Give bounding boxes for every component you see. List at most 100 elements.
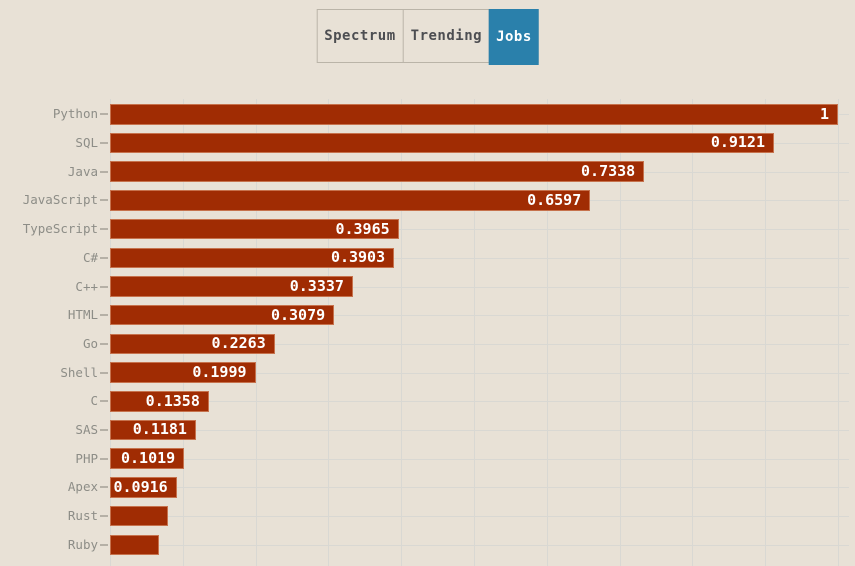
bar-sql[interactable]: 0.9121 [110,132,774,154]
bar-row-apex: Apex 0.0916 [68,473,849,502]
category-tick [100,314,108,317]
bar-ruby[interactable] [110,534,159,555]
x-gridline [328,99,330,566]
tab-spectrum[interactable]: Spectrum [317,10,404,62]
bar-value-html: 0.3079 [270,305,326,324]
category-label-javascript: JavaScript [22,192,98,208]
category-label-html: HTML [67,306,98,322]
y-gridline [110,229,849,231]
y-gridline [110,430,849,432]
y-gridline [110,257,849,259]
x-gridline [692,99,694,566]
bar-apex[interactable]: 0.0916 [110,477,177,498]
category-label-shell: Shell [60,364,98,380]
x-gridline [110,99,111,566]
category-tick [100,285,108,288]
y-gridline [110,487,849,489]
bar-row-c: C 0.1358 [90,387,849,416]
category-tick [100,199,108,202]
category-label-sas: SAS [75,421,98,437]
y-gridline [110,516,849,518]
category-label-sql: SQL [75,134,98,150]
bar-java[interactable]: 0.7338 [110,161,645,182]
category-label-go: Go [82,335,98,351]
bar-value-apex: 0.0916 [113,477,168,496]
category-tick [100,543,108,546]
x-gridline [838,99,839,566]
y-gridline [110,458,849,460]
bar-javascript[interactable]: 0.6597 [110,190,591,211]
category-label-python: Python [52,106,98,122]
plot-area: Python 1 SQL 0.9121 Java 0.7338 JavaScript 0.65… [23,99,849,566]
bar-php[interactable]: 0.1019 [110,448,185,469]
bar-row-c: C# 0.3903 [83,244,849,273]
bar-value-c: 0.3903 [330,248,386,267]
category-tick [100,429,108,432]
bar-value-shell: 0.1999 [192,363,247,382]
bar-value-python: 1 [819,104,829,123]
bar-row-sql: SQL 0.9121 [75,129,849,158]
category-label-apex: Apex [67,479,98,495]
category-tick [100,228,108,231]
x-gridline [474,99,475,566]
bar-row-java: Java 0.7338 [68,157,849,186]
bar-value-c: 0.3337 [289,276,344,295]
bar-value-javascript: 0.6597 [527,190,582,209]
bar-value-go: 0.2263 [211,334,266,353]
bar-sas[interactable]: 0.1181 [110,419,196,441]
bar-row-shell: Shell 0.1999 [60,358,849,387]
bar-row-typescript: TypeScript 0.3965 [23,215,849,244]
bar-row-html: HTML 0.3079 [68,301,849,330]
x-gridline [182,99,184,566]
y-gridline [110,401,849,403]
bar-value-php: 0.1019 [120,449,176,468]
bar-value-c: 0.1358 [145,391,200,410]
y-gridline [110,343,849,345]
bar-row-sas: SAS 0.1181 [75,416,849,445]
bar-go[interactable]: 0.2263 [110,333,275,355]
category-label-c: C# [82,249,98,265]
y-gridline [110,315,849,317]
x-gridline [619,99,621,566]
bar-rust[interactable] [110,505,168,527]
bar-value-sas: 0.1181 [132,420,187,439]
category-label-java: Java [67,163,98,179]
y-gridline [110,286,849,288]
bar-row-python: Python 1 [53,100,849,129]
bar-value-java: 0.7338 [581,162,636,181]
tab-jobs[interactable]: Jobs [489,9,539,65]
category-tick [100,142,108,145]
x-gridline [401,99,403,566]
view-tab-bar: Spectrum Trending Jobs [316,9,539,65]
category-tick [100,256,108,259]
bar-c[interactable]: 0.3903 [110,247,395,268]
y-gridline [110,372,849,374]
category-tick [100,400,108,403]
category-label-c: C [90,393,98,409]
category-tick [100,170,108,173]
category-label-ruby: Ruby [67,536,98,552]
category-tick [100,515,108,518]
bar-value-sql: 0.9121 [710,133,765,152]
bar-html[interactable]: 0.3079 [110,304,335,326]
bar-row-go: Go 0.2263 [83,330,849,359]
category-label-typescript: TypeScript [22,220,98,236]
bar-row-c: C++ 0.3337 [75,272,849,301]
bar-row-rust: Rust [68,502,849,531]
bar-row-javascript: JavaScript 0.6597 [23,186,849,215]
x-gridline [765,99,767,566]
category-tick [100,457,108,460]
bar-shell[interactable]: 0.1999 [110,362,256,383]
x-gridline [255,99,257,566]
category-label-rust: Rust [67,507,98,523]
category-label-c: C++ [75,278,98,294]
bar-typescript[interactable]: 0.3965 [110,218,399,240]
bar-c[interactable]: 0.1358 [110,391,209,412]
x-gridline [546,99,548,566]
y-gridline [110,544,849,546]
bar-row-php: PHP 0.1019 [75,444,849,473]
bar-c[interactable]: 0.3337 [110,276,353,297]
bar-python[interactable]: 1 [110,104,838,125]
category-tick [100,342,108,345]
